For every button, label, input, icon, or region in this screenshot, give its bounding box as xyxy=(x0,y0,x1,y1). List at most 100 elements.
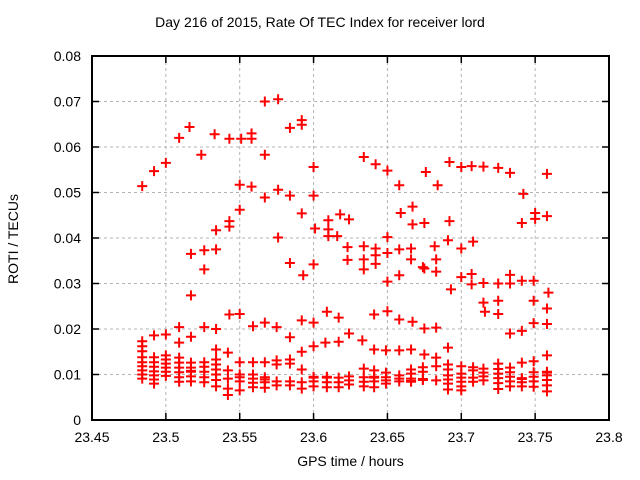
x-tick-label: 23.55 xyxy=(222,429,257,445)
data-point-marker xyxy=(516,325,527,336)
data-point-marker xyxy=(174,322,185,333)
y-tick-label: 0.02 xyxy=(54,321,81,337)
data-point-marker xyxy=(394,376,405,387)
data-point-marker xyxy=(530,213,541,224)
data-point-marker xyxy=(185,376,196,387)
data-point-marker xyxy=(160,157,171,168)
data-point-marker xyxy=(259,382,270,393)
data-point-marker xyxy=(308,381,319,392)
x-axis-title: GPS time / hours xyxy=(297,453,404,469)
data-point-marker xyxy=(417,374,428,385)
data-point-marker xyxy=(310,223,321,234)
data-point-marker xyxy=(358,241,369,252)
data-point-marker xyxy=(358,152,369,163)
data-point-marker xyxy=(296,119,307,130)
data-point-marker xyxy=(417,262,428,273)
data-point-marker xyxy=(248,382,259,393)
data-point-marker xyxy=(395,207,406,218)
data-point-marker xyxy=(541,350,552,361)
data-point-marker xyxy=(284,190,295,201)
data-point-marker xyxy=(431,352,442,363)
data-point-marker xyxy=(380,378,391,389)
data-point-marker xyxy=(236,133,247,144)
data-point-marker xyxy=(369,382,380,393)
data-point-marker xyxy=(394,314,405,325)
data-point-marker xyxy=(478,161,489,172)
data-point-marker xyxy=(224,309,235,320)
data-point-marker xyxy=(456,243,467,254)
data-point-marker xyxy=(174,337,185,348)
data-point-marker xyxy=(382,232,393,243)
data-point-marker xyxy=(296,383,307,394)
data-point-marker xyxy=(382,276,393,287)
data-point-marker xyxy=(528,295,539,306)
data-point-marker xyxy=(370,250,381,261)
data-point-marker xyxy=(358,381,369,392)
data-point-marker xyxy=(335,209,346,220)
data-point-marker xyxy=(149,378,160,389)
data-point-marker xyxy=(516,357,527,368)
data-point-marker xyxy=(468,376,479,387)
data-point-marker xyxy=(209,129,220,140)
data-point-marker xyxy=(344,379,355,390)
data-point-marker xyxy=(505,328,516,339)
data-point-marker xyxy=(224,221,235,232)
data-point-marker xyxy=(234,308,245,319)
data-point-marker xyxy=(468,236,479,247)
data-point-marker xyxy=(308,162,319,173)
x-tick-label: 23.75 xyxy=(518,429,553,445)
data-point-marker xyxy=(358,363,369,374)
x-tick-label: 23.6 xyxy=(300,429,327,445)
data-point-marker xyxy=(493,308,504,319)
data-point-marker xyxy=(259,149,270,160)
data-point-marker xyxy=(382,248,393,259)
x-tick-label: 23.65 xyxy=(370,429,405,445)
data-point-marker xyxy=(342,254,353,265)
data-point-marker xyxy=(442,342,453,353)
data-point-marker xyxy=(394,244,405,255)
data-point-marker xyxy=(541,168,552,179)
data-point-marker xyxy=(369,344,380,355)
data-point-marker xyxy=(516,381,527,392)
data-point-marker xyxy=(407,219,418,230)
data-point-marker xyxy=(296,208,307,219)
data-point-marker xyxy=(298,270,309,281)
data-point-marker xyxy=(432,180,443,191)
y-tick-label: 0.05 xyxy=(54,185,81,201)
data-point-marker xyxy=(478,278,489,289)
data-point-marker xyxy=(357,335,368,346)
data-point-marker xyxy=(419,323,430,334)
x-tick-label: 23.8 xyxy=(595,429,622,445)
data-point-marker xyxy=(394,345,405,356)
data-point-marker xyxy=(431,322,442,333)
data-point-marker xyxy=(541,303,552,314)
data-point-marker xyxy=(516,275,527,286)
data-point-marker xyxy=(160,329,171,340)
y-tick-label: 0.04 xyxy=(54,230,81,246)
data-point-marker xyxy=(199,264,210,275)
data-point-marker xyxy=(332,231,343,242)
data-point-marker xyxy=(528,356,539,367)
data-point-marker xyxy=(493,384,504,395)
data-point-marker xyxy=(284,358,295,369)
data-point-marker xyxy=(149,166,160,177)
data-point-marker xyxy=(271,322,282,333)
data-point-marker xyxy=(284,380,295,391)
data-point-marker xyxy=(323,231,334,242)
data-point-marker xyxy=(308,317,319,328)
data-point-marker xyxy=(196,149,207,160)
data-point-marker xyxy=(137,373,148,384)
data-point-marker xyxy=(246,133,257,144)
data-point-marker xyxy=(466,279,477,290)
data-point-marker xyxy=(478,375,489,386)
data-point-marker xyxy=(259,96,270,107)
data-point-marker xyxy=(431,361,442,372)
data-point-marker xyxy=(528,318,539,329)
data-point-marker xyxy=(344,328,355,339)
data-point-marker xyxy=(406,243,417,254)
data-point-marker xyxy=(273,232,284,243)
y-tick-label: 0.07 xyxy=(54,94,81,110)
data-point-marker xyxy=(516,217,527,228)
data-point-marker xyxy=(505,269,516,280)
data-point-marker xyxy=(493,162,504,173)
